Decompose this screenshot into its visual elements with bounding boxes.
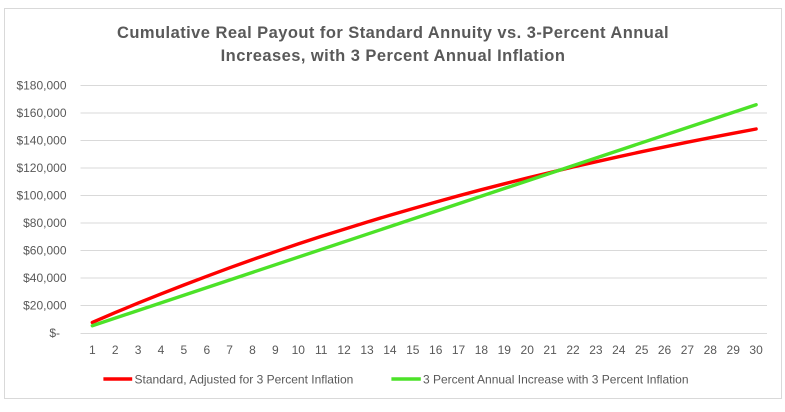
svg-text:4: 4 — [158, 343, 165, 357]
svg-text:17: 17 — [452, 343, 466, 357]
svg-text:13: 13 — [360, 343, 374, 357]
svg-text:19: 19 — [498, 343, 512, 357]
svg-text:$20,000: $20,000 — [23, 299, 67, 313]
svg-text:6: 6 — [203, 343, 210, 357]
svg-text:$-: $- — [49, 326, 60, 340]
svg-text:18: 18 — [475, 343, 489, 357]
svg-text:8: 8 — [249, 343, 256, 357]
svg-text:$120,000: $120,000 — [16, 161, 66, 175]
svg-text:11: 11 — [315, 343, 328, 357]
svg-text:21: 21 — [543, 343, 557, 357]
svg-text:3 Percent Annual Increase with: 3 Percent Annual Increase with 3 Percent… — [423, 372, 689, 386]
svg-text:$180,000: $180,000 — [16, 79, 66, 93]
svg-text:27: 27 — [681, 343, 695, 357]
svg-text:23: 23 — [589, 343, 603, 357]
svg-text:14: 14 — [383, 343, 397, 357]
svg-text:$60,000: $60,000 — [23, 244, 67, 258]
svg-text:$140,000: $140,000 — [16, 134, 66, 148]
svg-text:26: 26 — [658, 343, 672, 357]
svg-text:25: 25 — [635, 343, 649, 357]
svg-text:$100,000: $100,000 — [16, 189, 66, 203]
svg-text:$80,000: $80,000 — [23, 216, 67, 230]
svg-text:Standard, Adjusted for 3 Perce: Standard, Adjusted for 3 Percent Inflati… — [135, 372, 354, 386]
svg-text:Increases, with 3 Percent Annu: Increases, with 3 Percent Annual Inflati… — [221, 47, 566, 65]
svg-text:28: 28 — [704, 343, 718, 357]
svg-text:7: 7 — [226, 343, 233, 357]
svg-text:5: 5 — [181, 343, 188, 357]
svg-text:22: 22 — [566, 343, 580, 357]
svg-text:24: 24 — [612, 343, 626, 357]
svg-text:12: 12 — [337, 343, 351, 357]
svg-text:20: 20 — [521, 343, 535, 357]
svg-text:9: 9 — [272, 343, 279, 357]
svg-text:10: 10 — [292, 343, 306, 357]
svg-text:15: 15 — [406, 343, 420, 357]
svg-text:29: 29 — [727, 343, 741, 357]
svg-text:3: 3 — [135, 343, 142, 357]
svg-text:$160,000: $160,000 — [16, 106, 66, 120]
svg-text:$40,000: $40,000 — [23, 271, 67, 285]
svg-text:2: 2 — [112, 343, 119, 357]
svg-text:Cumulative Real Payout for Sta: Cumulative Real Payout for Standard Annu… — [117, 24, 669, 42]
svg-text:30: 30 — [749, 343, 763, 357]
svg-text:1: 1 — [89, 343, 96, 357]
svg-text:16: 16 — [429, 343, 443, 357]
